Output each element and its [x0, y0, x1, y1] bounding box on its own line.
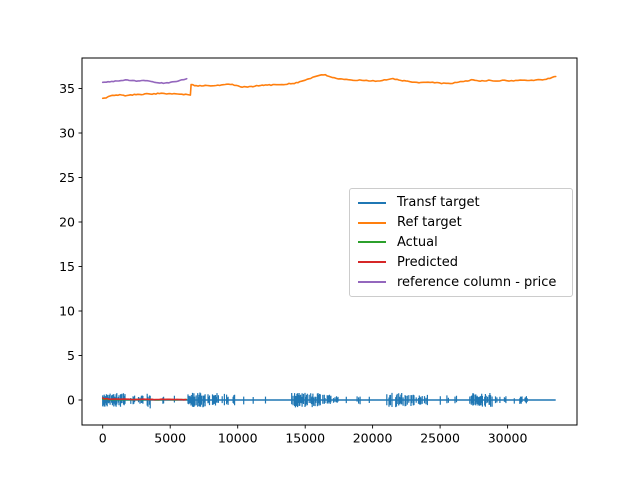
legend-line-sample: [358, 261, 386, 264]
legend-label: Predicted: [397, 254, 459, 270]
legend-label: Actual: [397, 234, 438, 250]
x-tick-label: 5000: [154, 431, 186, 446]
x-tick-label: 0: [99, 431, 107, 446]
y-tick-label: 10: [59, 304, 75, 319]
x-tick-label: 25000: [420, 431, 460, 446]
legend-label: Transf target: [397, 195, 480, 211]
axes-border: [81, 57, 578, 426]
legend-line-sample: [358, 221, 386, 224]
x-tick-label: 15000: [285, 431, 325, 446]
legend: Transf target Ref target Actual Predicte…: [349, 188, 573, 297]
y-tick-label: 35: [59, 81, 75, 96]
legend-entry: Transf target: [350, 194, 572, 212]
legend-entry: Predicted: [350, 253, 572, 271]
x-tick-label: 30000: [488, 431, 528, 446]
legend-line-sample: [358, 281, 386, 284]
y-tick-label: 30: [59, 126, 75, 141]
series-transf-target-spikes: [102, 392, 528, 409]
legend-line-sample: [358, 201, 386, 204]
y-tick-label: 5: [67, 348, 75, 363]
y-tick-label: 20: [59, 215, 75, 230]
legend-label: Ref target: [397, 215, 462, 231]
legend-label: reference column - price: [397, 274, 557, 290]
y-tick-label: 0: [67, 393, 75, 408]
legend-entry: reference column - price: [350, 273, 572, 291]
series-reference-column-price: [101, 77, 188, 85]
y-tick-label: 25: [59, 170, 75, 185]
y-tick-label: 15: [59, 259, 75, 274]
series-predicted: [101, 397, 187, 401]
legend-line-sample: [358, 241, 386, 244]
x-tick-label: 20000: [353, 431, 393, 446]
legend-entry: Ref target: [350, 214, 572, 232]
x-tick-label: 10000: [218, 431, 258, 446]
legend-entry: Actual: [350, 233, 572, 251]
series-ref-target: [101, 73, 557, 100]
